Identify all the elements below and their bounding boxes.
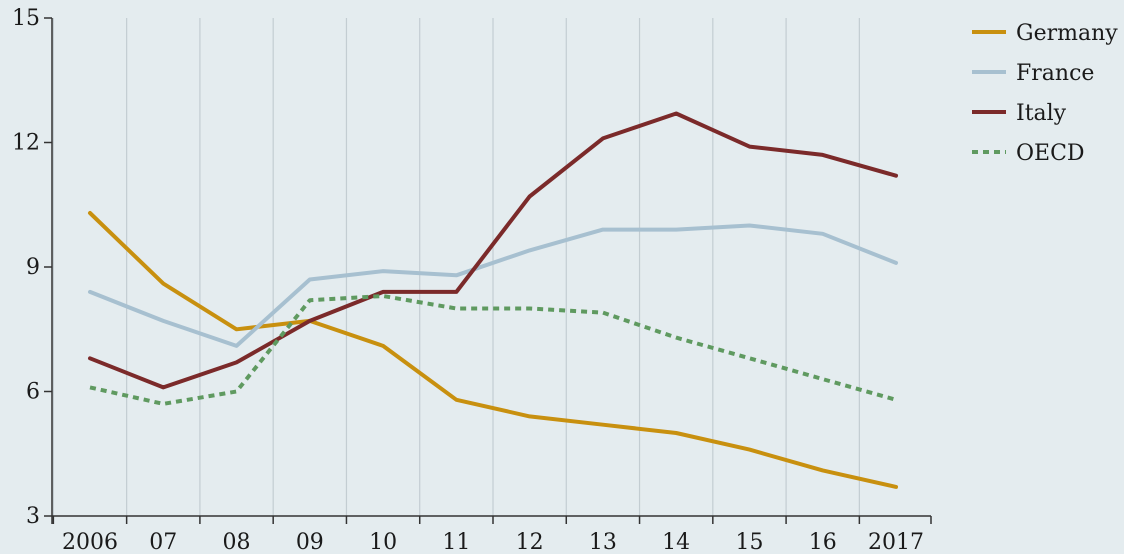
legend-label-italy: Italy (1016, 101, 1067, 126)
axes: 3 6 9 12 15 2006 07 08 09 10 11 12 13 14 15 16 2017 (12, 6, 932, 554)
series-lines (88, 111, 898, 489)
x-tick-label: 14 (662, 530, 690, 554)
x-tick-label: 2017 (868, 530, 924, 554)
y-tick-label: 3 (26, 504, 40, 529)
legend-label-france: France (1016, 61, 1094, 86)
series-line-france (88, 223, 898, 348)
x-tick-label: 13 (589, 530, 617, 554)
y-tick-label: 12 (12, 131, 40, 156)
grid-lines (52, 18, 860, 516)
y-tick-label: 15 (12, 6, 40, 31)
x-tick-label: 07 (149, 530, 177, 554)
x-tick-label: 10 (369, 530, 397, 554)
x-tick-label: 12 (516, 530, 544, 554)
y-tick-label: 6 (26, 380, 40, 405)
series-line-germany (88, 211, 898, 489)
series-line-italy (88, 111, 898, 390)
y-tick-label: 9 (26, 255, 40, 280)
x-tick-label: 08 (223, 530, 251, 554)
series-line-oecd (89, 294, 897, 406)
x-tick-label: 2006 (62, 530, 118, 554)
x-tick-label: 15 (735, 530, 763, 554)
legend-label-germany: Germany (1016, 21, 1118, 46)
x-tick-label: 09 (296, 530, 324, 554)
x-tick-label: 16 (809, 530, 837, 554)
legend-label-oecd: OECD (1016, 141, 1085, 166)
legend: Germany France Italy OECD (972, 21, 1118, 166)
x-tick-label: 11 (442, 530, 470, 554)
